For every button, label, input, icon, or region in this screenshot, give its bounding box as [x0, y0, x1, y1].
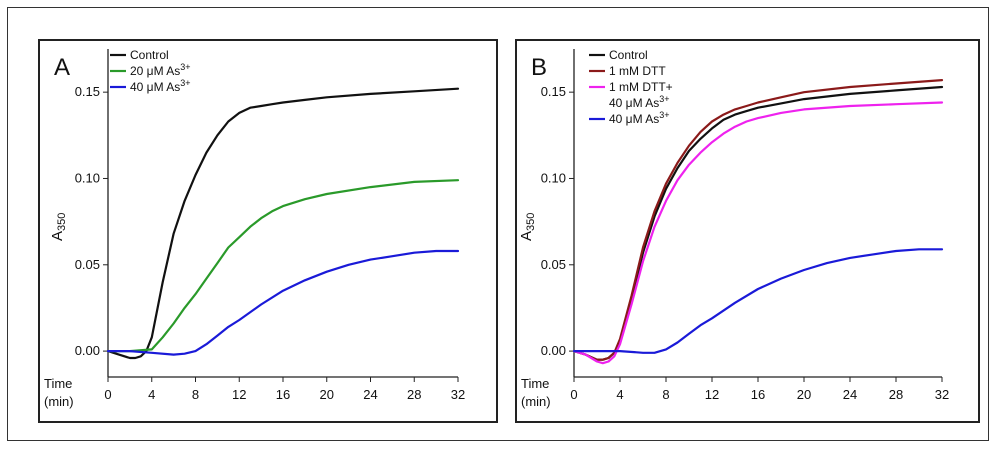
- chart-b-svg: 0 4 8 12 16 20 24 28 32 0.00 0.05 0.10 0.15 Time (min)…: [518, 48, 949, 409]
- figure-frame: 0 4 8 12 16 20 24 28 32 0.00 0.05 0.10 0.15 Time (min)…: [7, 7, 989, 441]
- x-tick-label-a: 8: [192, 387, 199, 402]
- x-tick-label-b: 8: [662, 387, 669, 402]
- x-tick-label-b: 4: [616, 387, 623, 402]
- x-tick-label-a: 20: [320, 387, 334, 402]
- legend-label-b-0: Control: [609, 48, 648, 62]
- x-tick-label-b: 28: [889, 387, 903, 402]
- x-tick-label-b: 0: [570, 387, 577, 402]
- x-axis-label-b: Time: [521, 376, 549, 391]
- y-tick-label-a: 0.10: [75, 170, 100, 185]
- y-tick-label-b: 0.10: [541, 170, 566, 185]
- legend-label-b-1: 1 mM DTT: [609, 64, 666, 78]
- legend-label-a-0: Control: [130, 48, 169, 62]
- legend-label-b-3: 40 μM As3+: [609, 110, 670, 126]
- legend-label-a-1: 20 μM As3+: [130, 62, 191, 78]
- x-tick-label-b: 20: [797, 387, 811, 402]
- series-line-a-2: [106, 249, 460, 356]
- y-tick-label-a: 0.05: [75, 257, 100, 272]
- series-line-b-0: [572, 85, 944, 361]
- legend-label-line2-b-2: 40 μM As3+: [609, 94, 670, 110]
- x-tick-label-b: 16: [751, 387, 765, 402]
- x-tick-label-a: 24: [363, 387, 377, 402]
- series-line-b-2: [572, 101, 944, 365]
- x-axis-unit-b: (min): [521, 394, 551, 409]
- x-axis-label-a: Time: [44, 376, 72, 391]
- series-line-a-1: [106, 179, 460, 353]
- y-tick-label-b: 0.15: [541, 84, 566, 99]
- x-tick-label-a: 12: [232, 387, 246, 402]
- x-tick-label-a: 0: [104, 387, 111, 402]
- y-tick-label-b: 0.00: [541, 343, 566, 358]
- x-tick-label-a: 4: [148, 387, 155, 402]
- panel-label-b: B: [531, 54, 547, 81]
- chart-a-svg: 0 4 8 12 16 20 24 28 32 0.00 0.05 0.10 0.15 Time (min)…: [44, 48, 465, 409]
- panel-b: 0 4 8 12 16 20 24 28 32 0.00 0.05 0.10 0.15 Time (min)…: [515, 39, 980, 423]
- legend-label-b-2: 1 mM DTT+: [609, 80, 673, 94]
- y-axis-label-b: A350: [518, 213, 537, 241]
- x-tick-label-b: 32: [935, 387, 949, 402]
- legend-label-a-2: 40 μM As3+: [130, 78, 191, 94]
- y-tick-label-b: 0.05: [541, 257, 566, 272]
- y-tick-label-a: 0.00: [75, 343, 100, 358]
- x-tick-label-b: 24: [843, 387, 857, 402]
- panel-label-a: A: [54, 54, 70, 81]
- series-line-b-3: [572, 248, 944, 354]
- x-tick-label-a: 28: [407, 387, 421, 402]
- y-tick-label-a: 0.15: [75, 84, 100, 99]
- x-axis-unit-a: (min): [44, 394, 74, 409]
- x-tick-label-a: 32: [451, 387, 465, 402]
- x-tick-label-a: 16: [276, 387, 290, 402]
- x-tick-label-b: 12: [705, 387, 719, 402]
- series-line-b-1: [572, 79, 944, 361]
- panel-a: 0 4 8 12 16 20 24 28 32 0.00 0.05 0.10 0.15 Time (min)…: [38, 39, 498, 423]
- y-axis-label-a: A350: [49, 213, 68, 241]
- series-line-a-0: [106, 87, 460, 360]
